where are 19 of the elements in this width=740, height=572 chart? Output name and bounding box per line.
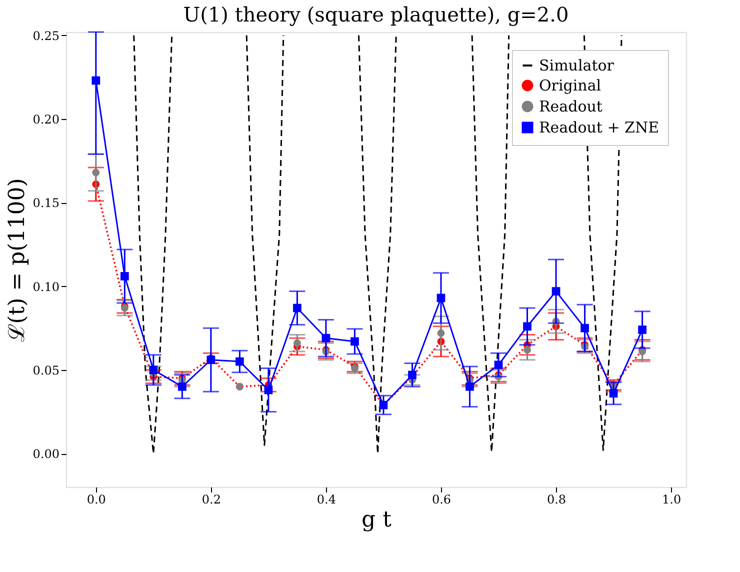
y-tick-label: 0.25	[32, 28, 60, 43]
x-tick-label: 0.4	[316, 492, 336, 506]
y-tick-label: 0.05	[32, 363, 60, 378]
x-tick-label: 0.2	[202, 492, 221, 506]
legend-label: Simulator	[539, 56, 615, 74]
x-tick-label: 1.0	[662, 492, 682, 506]
chart-title: U(1) theory (square plaquette), g=2.0	[183, 2, 569, 26]
y-tick-label: 0.10	[32, 280, 60, 294]
x-tick-label: 0.0	[86, 492, 106, 506]
y-axis-title: ℒ(t) = p(1100)	[4, 178, 30, 342]
legend-label: Readout	[539, 98, 602, 116]
x-tick-label: 0.8	[546, 492, 566, 506]
legend-label: Original	[539, 76, 602, 94]
y-tick-label: 0.00	[32, 447, 60, 462]
legend-label: Readout + ZNE	[539, 118, 660, 136]
y-tick-label: 0.20	[32, 112, 60, 126]
y-tick-label: 0.15	[32, 196, 60, 210]
x-axis-title: g t	[362, 508, 392, 532]
x-tick-label: 0.6	[432, 492, 452, 506]
